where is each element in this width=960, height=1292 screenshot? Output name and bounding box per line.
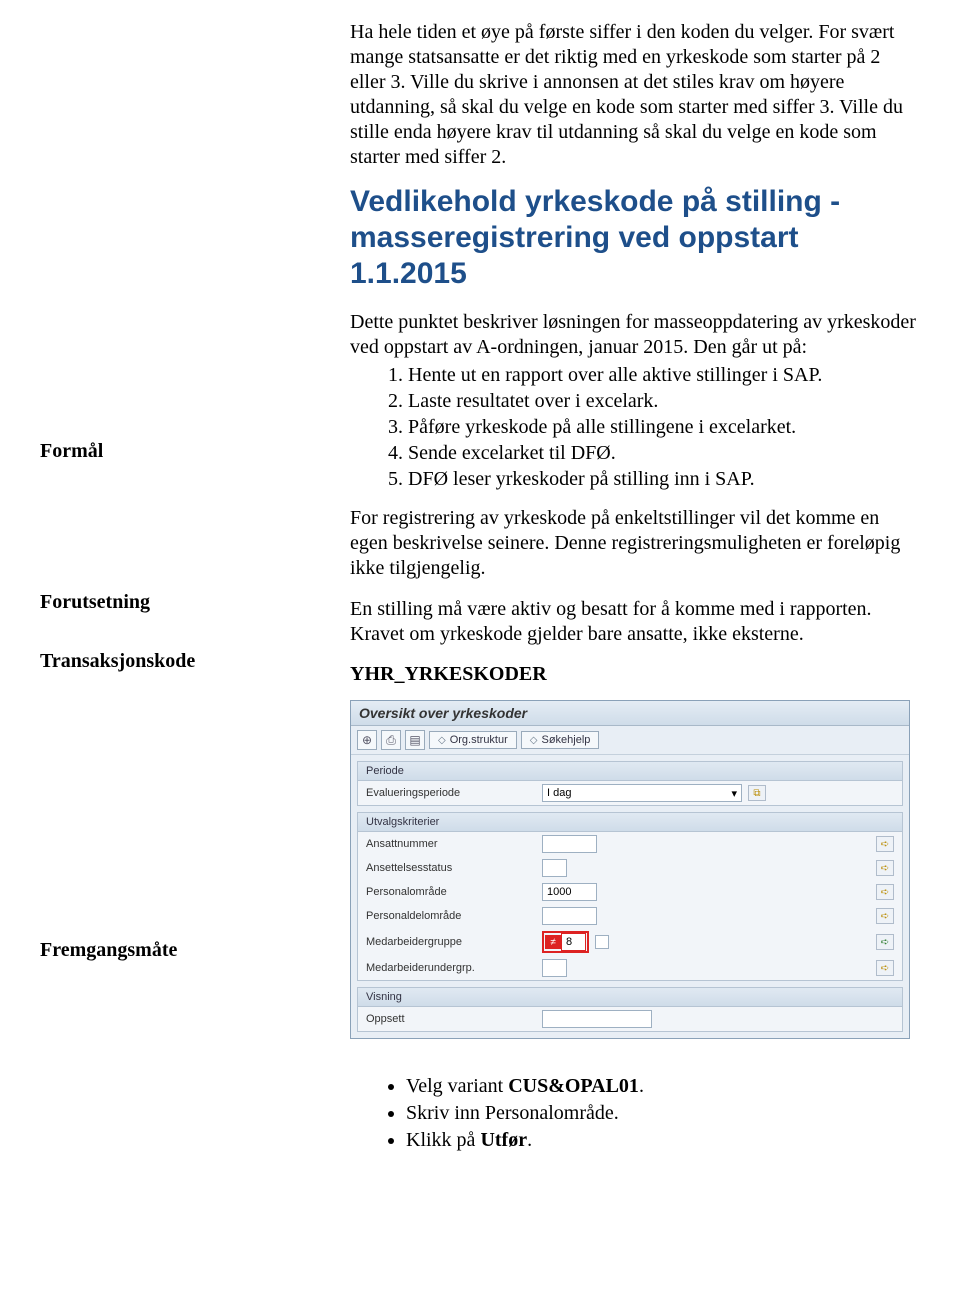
- exclude-icon: ≠: [545, 935, 561, 949]
- fremgang-list: Velg variant CUS&OPAL01. Skriv inn Perso…: [406, 1073, 920, 1154]
- list-item: Laste resultatet over i excelark.: [408, 388, 920, 414]
- li-text: Velg variant: [406, 1075, 508, 1097]
- diamond-icon: ◇: [438, 735, 446, 746]
- medarbeiderundergrp-input[interactable]: [542, 959, 567, 977]
- medarbeidergruppe-input[interactable]: [561, 933, 586, 951]
- sokehjelp-button[interactable]: ◇Søkehjelp: [521, 731, 600, 749]
- multi-select-active-button[interactable]: ➪: [876, 934, 894, 950]
- side-heading-formal: Formål: [40, 440, 320, 463]
- field-row-oppsett: Oppsett: [358, 1007, 902, 1031]
- field-label: Personalområde: [366, 886, 536, 898]
- ansettelsesstatus-input[interactable]: [542, 859, 567, 877]
- oppsett-input[interactable]: [542, 1010, 652, 1028]
- field-row-ansattnummer: Ansattnummer ➪: [358, 832, 902, 856]
- list-item: DFØ leser yrkeskoder på stilling inn i S…: [408, 466, 920, 492]
- li-bold: Utfør: [480, 1129, 527, 1151]
- field-row-personalomrade: Personalområde ➪: [358, 880, 902, 904]
- field-label: Medarbeiderundergrp.: [366, 962, 536, 974]
- field-label: Personaldelområde: [366, 910, 536, 922]
- list-item: Skriv inn Personalområde.: [406, 1100, 920, 1127]
- group-header: Utvalgskriterier: [358, 813, 902, 832]
- multi-select-button[interactable]: ➪: [876, 884, 894, 900]
- intro-paragraph: Ha hele tiden et øye på første siffer i …: [350, 20, 920, 170]
- field-row-medarbeiderundergrp: Medarbeiderundergrp. ➪: [358, 956, 902, 980]
- sap-toolbar: ⊕ ⎙ ▤ ◇Org.struktur ◇Søkehjelp: [351, 726, 909, 755]
- sap-title: Oversikt over yrkeskoder: [351, 701, 909, 726]
- li-text: Klikk på: [406, 1129, 480, 1151]
- dropdown-value: I dag: [547, 787, 571, 799]
- group-header: Periode: [358, 762, 902, 781]
- sap-group-periode: Periode Evalueringsperiode I dag ▾ ⧉: [357, 761, 903, 806]
- orgstruktur-button[interactable]: ◇ Org.struktur: [429, 731, 517, 749]
- field-row-evalperiode: Evalueringsperiode I dag ▾ ⧉: [358, 781, 902, 805]
- forutsetning-text: En stilling må være aktiv og besatt for …: [350, 597, 920, 647]
- multi-select-button[interactable]: ➪: [876, 908, 894, 924]
- main-heading: Vedlikehold yrkeskode på stilling - mass…: [350, 184, 920, 292]
- li-bold: CUS&OPAL01: [508, 1075, 639, 1097]
- chevron-down-icon: ▾: [731, 787, 737, 800]
- multi-select-button[interactable]: ➪: [876, 836, 894, 852]
- ansattnummer-input[interactable]: [542, 835, 597, 853]
- evalperiode-dropdown[interactable]: I dag ▾: [542, 784, 742, 802]
- field-label: Medarbeidergruppe: [366, 936, 536, 948]
- group-header: Visning: [358, 988, 902, 1007]
- formal-intro: Dette punktet beskriver løsningen for ma…: [350, 310, 920, 360]
- list-item: Velg variant CUS&OPAL01.: [406, 1073, 920, 1100]
- field-label: Evalueringsperiode: [366, 787, 536, 799]
- variant-icon[interactable]: ▤: [405, 730, 425, 750]
- execute-icon[interactable]: ⊕: [357, 730, 377, 750]
- field-row-medarbeidergruppe: Medarbeidergruppe ≠ ➪: [358, 928, 902, 956]
- personalomrade-input[interactable]: [542, 883, 597, 901]
- sap-group-utvalg: Utvalgskriterier Ansattnummer ➪ Ansettel…: [357, 812, 903, 981]
- field-label: Ansattnummer: [366, 838, 536, 850]
- print-icon[interactable]: ⎙: [381, 730, 401, 750]
- field-label: Oppsett: [366, 1013, 536, 1025]
- list-item: Sende excelarket til DFØ.: [408, 440, 920, 466]
- field-label: Ansettelsesstatus: [366, 862, 536, 874]
- multi-select-button[interactable]: ➪: [876, 860, 894, 876]
- list-item: Klikk på Utfør.: [406, 1127, 920, 1154]
- field-row-ansettelsesstatus: Ansettelsesstatus ➪: [358, 856, 902, 880]
- sokehjelp-label: Søkehjelp: [541, 734, 590, 746]
- period-helper-button[interactable]: ⧉: [748, 785, 766, 801]
- search-help-icon[interactable]: [595, 935, 609, 949]
- list-item: Hente ut en rapport over alle aktive sti…: [408, 362, 920, 388]
- list-item: Påføre yrkeskode på alle stillingene i e…: [408, 414, 920, 440]
- side-heading-fremgangsmate: Fremgangsmåte: [40, 939, 320, 962]
- personaldelomrade-input[interactable]: [542, 907, 597, 925]
- sap-window: Oversikt over yrkeskoder ⊕ ⎙ ▤ ◇ Org.stru…: [350, 700, 910, 1039]
- li-suffix: .: [639, 1075, 644, 1097]
- formal-steps-list: Hente ut en rapport over alle aktive sti…: [408, 362, 920, 492]
- sap-group-visning: Visning Oppsett: [357, 987, 903, 1032]
- transaction-code: YHR_YRKESKODER: [350, 663, 920, 686]
- formal-note: For registrering av yrkeskode på enkelts…: [350, 506, 920, 581]
- multi-select-button[interactable]: ➪: [876, 960, 894, 976]
- side-heading-transaksjonskode: Transaksjonskode: [40, 650, 320, 673]
- orgstruktur-label: Org.struktur: [450, 734, 508, 746]
- field-row-personaldelomrade: Personaldelområde ➪: [358, 904, 902, 928]
- side-heading-forutsetning: Forutsetning: [40, 591, 320, 614]
- li-suffix: .: [527, 1129, 532, 1151]
- diamond-icon: ◇: [530, 735, 538, 746]
- highlighted-exclusion: ≠: [542, 931, 589, 953]
